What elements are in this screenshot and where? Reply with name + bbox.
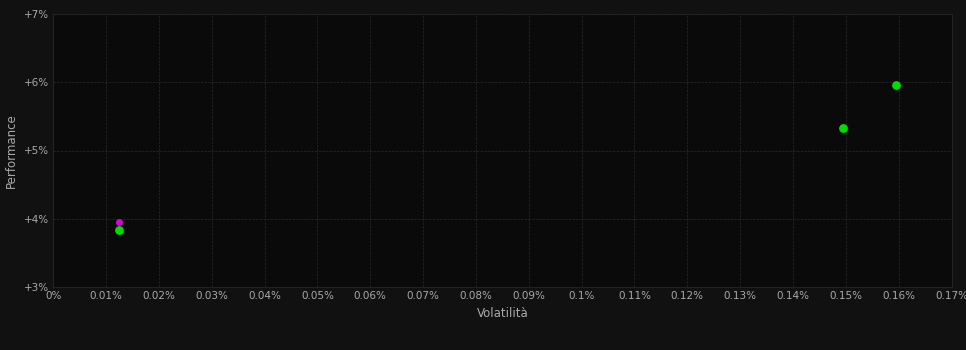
Y-axis label: Performance: Performance [5, 113, 18, 188]
Point [836, 125, 851, 131]
X-axis label: Volatilità: Volatilità [476, 307, 528, 320]
Point [111, 228, 127, 233]
Point [889, 82, 904, 88]
Point [111, 219, 127, 225]
